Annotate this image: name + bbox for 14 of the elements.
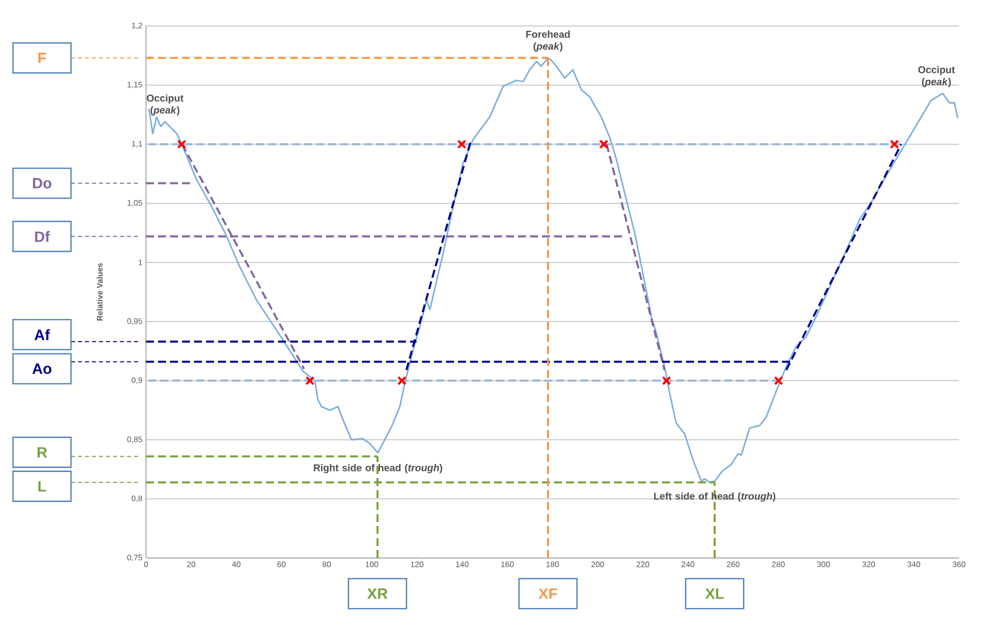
annotation: Right side of head (trough) bbox=[314, 464, 442, 474]
legend-label: R bbox=[38, 447, 48, 458]
annotation: Occiput (peak) bbox=[918, 66, 955, 88]
legend-label: Ao bbox=[32, 364, 52, 374]
legend-label: L bbox=[38, 481, 46, 492]
annotation: Forehead (peak) bbox=[526, 30, 570, 52]
legend-label: Df bbox=[35, 231, 50, 242]
text: XL bbox=[705, 588, 724, 599]
legend-label: F bbox=[38, 52, 46, 64]
legend-label: Do bbox=[33, 178, 52, 188]
text: XR bbox=[367, 588, 388, 599]
text: XF bbox=[538, 588, 557, 599]
annotation: Occiput (peak) bbox=[146, 94, 184, 116]
legend-label: Af bbox=[34, 329, 50, 340]
